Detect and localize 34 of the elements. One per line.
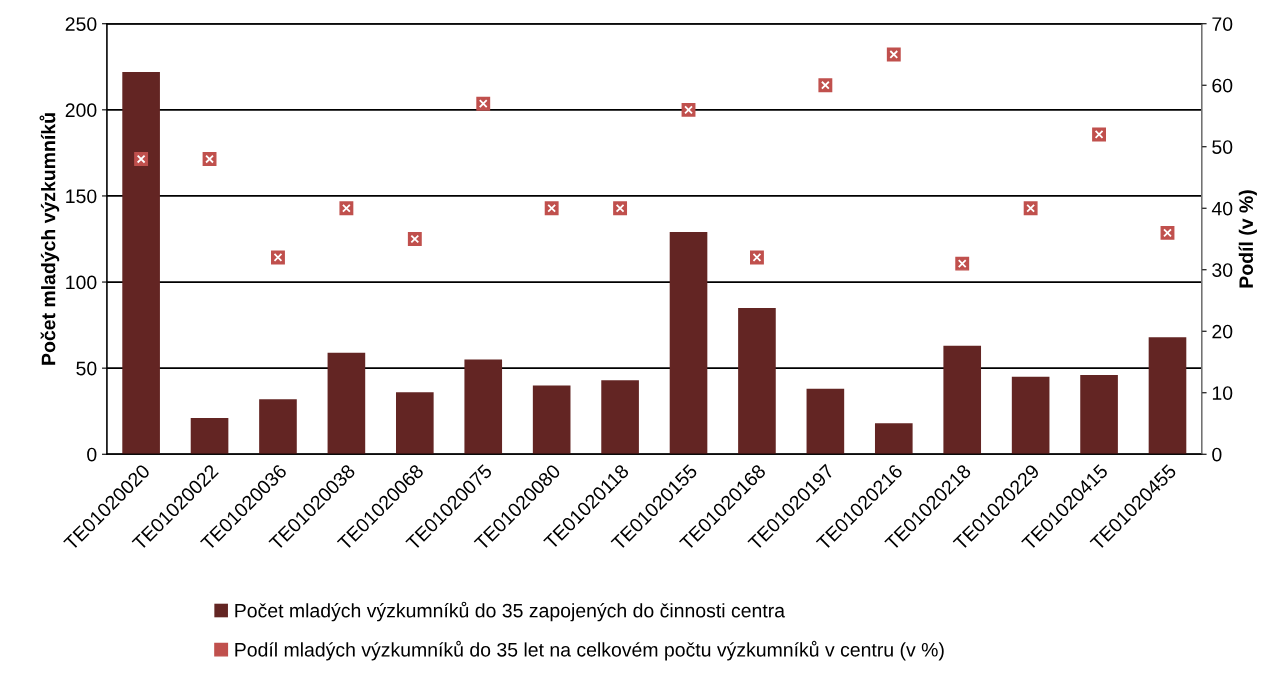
legend-label: Podíl mladých výzkumníků do 35 let na celkovém počtu výzkumníků v centru (v %) (235, 640, 944, 661)
bar (1080, 375, 1118, 455)
bar (396, 392, 434, 455)
bar (669, 232, 708, 455)
bar (943, 345, 982, 455)
bar (190, 418, 229, 455)
bar (601, 380, 639, 455)
y2-tick-label: 0 (1212, 447, 1222, 462)
y-tick-label: 200 (65, 103, 97, 118)
y2-axis-title: Podíl (v %) (1238, 190, 1257, 288)
bar (122, 71, 160, 455)
y2-tick-label: 10 (1212, 386, 1233, 400)
legend-label: Počet mladých výzkumníků do 35 zapojených do činnosti centra (235, 601, 786, 622)
bar (874, 423, 913, 455)
bar (1011, 376, 1050, 455)
y2-tick-label: 40 (1211, 201, 1233, 216)
y-tick-label: 0 (87, 447, 97, 462)
y2-tick-label: 20 (1212, 324, 1233, 339)
y2-tick-label: 60 (1212, 78, 1233, 93)
y-tick-label: 100 (66, 275, 97, 290)
y-axis-title: Počet mladých výzkumníků (39, 113, 60, 365)
bar (806, 388, 845, 455)
bar (532, 385, 571, 455)
y2-tick-label: 30 (1212, 263, 1233, 277)
y-tick-label: 50 (76, 361, 97, 376)
bar (738, 307, 776, 455)
y2-tick-label: 70 (1212, 17, 1233, 31)
bar (1148, 337, 1187, 455)
y-tick-label: 150 (66, 189, 97, 204)
bar (464, 359, 503, 455)
y-tick-label: 250 (65, 17, 97, 31)
bar (327, 352, 366, 455)
y2-tick-label: 50 (1212, 140, 1233, 154)
bar (259, 399, 297, 455)
